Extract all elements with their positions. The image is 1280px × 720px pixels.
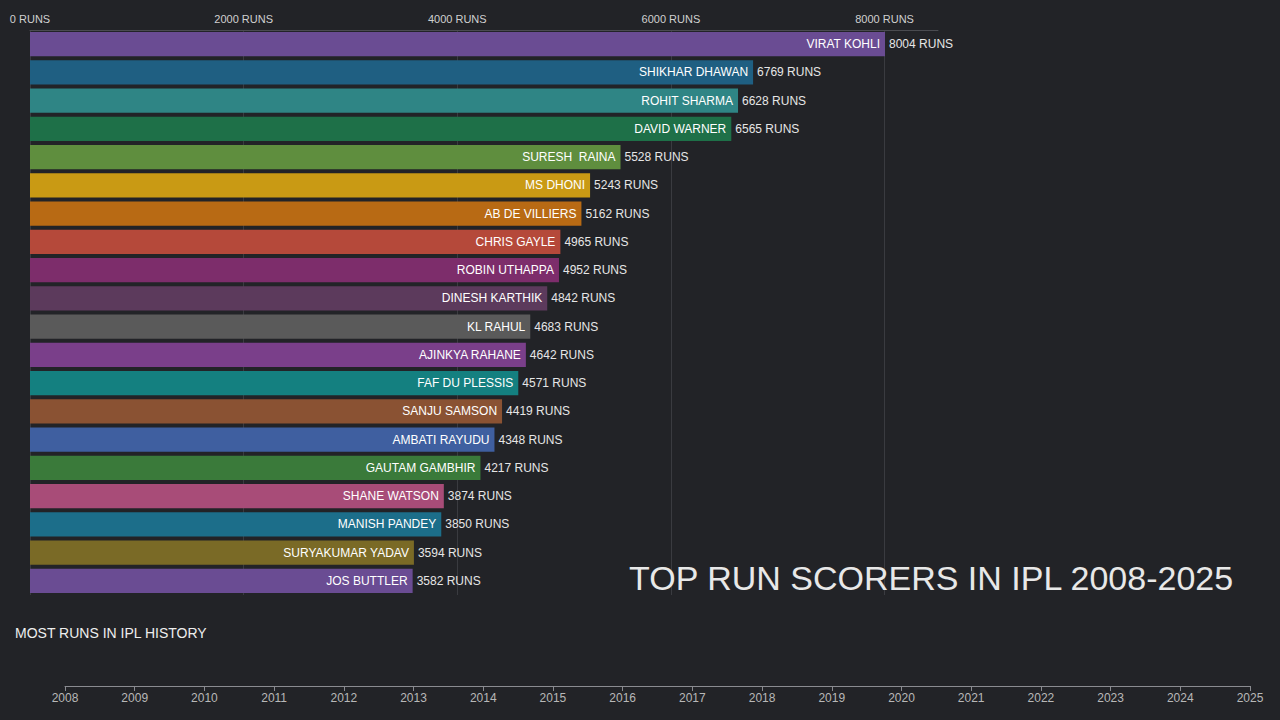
svg-text:AMBATI RAYUDU: AMBATI RAYUDU <box>393 433 490 447</box>
svg-text:MS DHONI: MS DHONI <box>525 178 585 192</box>
svg-text:2012: 2012 <box>330 691 357 705</box>
svg-text:DAVID WARNER: DAVID WARNER <box>634 122 726 136</box>
svg-text:CHRIS GAYLE: CHRIS GAYLE <box>476 235 556 249</box>
svg-text:ROHIT SHARMA: ROHIT SHARMA <box>641 94 733 108</box>
svg-text:8000 RUNS: 8000 RUNS <box>855 13 914 25</box>
svg-text:SANJU SAMSON: SANJU SAMSON <box>402 404 497 418</box>
svg-text:SHIKHAR DHAWAN: SHIKHAR DHAWAN <box>639 65 748 79</box>
svg-text:3850 RUNS: 3850 RUNS <box>445 517 509 531</box>
svg-text:2017: 2017 <box>679 691 706 705</box>
svg-text:4348 RUNS: 4348 RUNS <box>498 433 562 447</box>
svg-text:4000 RUNS: 4000 RUNS <box>428 13 487 25</box>
svg-text:6628 RUNS: 6628 RUNS <box>742 94 806 108</box>
svg-text:4965 RUNS: 4965 RUNS <box>564 235 628 249</box>
svg-text:4642 RUNS: 4642 RUNS <box>530 348 594 362</box>
svg-text:6565 RUNS: 6565 RUNS <box>735 122 799 136</box>
svg-text:2013: 2013 <box>400 691 427 705</box>
svg-text:VIRAT KOHLI: VIRAT KOHLI <box>806 37 880 51</box>
svg-text:DINESH KARTHIK: DINESH KARTHIK <box>442 291 542 305</box>
svg-text:KL RAHUL: KL RAHUL <box>467 320 526 334</box>
svg-text:2009: 2009 <box>121 691 148 705</box>
svg-text:3582 RUNS: 3582 RUNS <box>417 574 481 588</box>
svg-text:6000 RUNS: 6000 RUNS <box>642 13 701 25</box>
svg-text:2025: 2025 <box>1237 691 1264 705</box>
svg-text:ROBIN UTHAPPA: ROBIN UTHAPPA <box>457 263 554 277</box>
svg-text:2020: 2020 <box>888 691 915 705</box>
svg-text:8004 RUNS: 8004 RUNS <box>889 37 953 51</box>
svg-text:JOS BUTTLER: JOS BUTTLER <box>326 574 408 588</box>
svg-text:4419 RUNS: 4419 RUNS <box>506 404 570 418</box>
svg-text:GAUTAM GAMBHIR: GAUTAM GAMBHIR <box>366 461 476 475</box>
svg-text:AJINKYA RAHANE: AJINKYA RAHANE <box>419 348 521 362</box>
svg-text:2016: 2016 <box>609 691 636 705</box>
svg-text:4952 RUNS: 4952 RUNS <box>563 263 627 277</box>
svg-text:2010: 2010 <box>191 691 218 705</box>
svg-text:6769 RUNS: 6769 RUNS <box>757 65 821 79</box>
svg-text:5162 RUNS: 5162 RUNS <box>585 207 649 221</box>
svg-text:TOP RUN SCORERS IN IPL 2008-20: TOP RUN SCORERS IN IPL 2008-2025 <box>629 559 1233 597</box>
svg-text:2021: 2021 <box>958 691 985 705</box>
svg-text:2022: 2022 <box>1028 691 1055 705</box>
svg-text:2014: 2014 <box>470 691 497 705</box>
svg-text:5528 RUNS: 5528 RUNS <box>625 150 689 164</box>
svg-text:4683 RUNS: 4683 RUNS <box>534 320 598 334</box>
svg-text:2008: 2008 <box>52 691 79 705</box>
svg-text:4571 RUNS: 4571 RUNS <box>522 376 586 390</box>
svg-text:AB DE VILLIERS: AB DE VILLIERS <box>484 207 576 221</box>
svg-text:2024: 2024 <box>1167 691 1194 705</box>
svg-text:2018: 2018 <box>749 691 776 705</box>
svg-text:4842 RUNS: 4842 RUNS <box>551 291 615 305</box>
svg-text:SURESH RAINA: SURESH RAINA <box>522 150 615 164</box>
svg-text:5243 RUNS: 5243 RUNS <box>594 178 658 192</box>
svg-text:2019: 2019 <box>818 691 845 705</box>
svg-text:MOST RUNS IN IPL HISTORY: MOST RUNS IN IPL HISTORY <box>15 625 207 641</box>
svg-text:3874 RUNS: 3874 RUNS <box>448 489 512 503</box>
svg-text:3594 RUNS: 3594 RUNS <box>418 546 482 560</box>
svg-text:FAF DU PLESSIS: FAF DU PLESSIS <box>417 376 513 390</box>
svg-text:2015: 2015 <box>540 691 567 705</box>
svg-text:SHANE WATSON: SHANE WATSON <box>343 489 439 503</box>
svg-text:2023: 2023 <box>1097 691 1124 705</box>
svg-text:2000 RUNS: 2000 RUNS <box>214 13 273 25</box>
svg-text:4217 RUNS: 4217 RUNS <box>484 461 548 475</box>
svg-text:0 RUNS: 0 RUNS <box>10 13 50 25</box>
svg-text:MANISH PANDEY: MANISH PANDEY <box>338 517 436 531</box>
svg-text:2011: 2011 <box>261 691 287 705</box>
svg-text:SURYAKUMAR YADAV: SURYAKUMAR YADAV <box>283 546 409 560</box>
